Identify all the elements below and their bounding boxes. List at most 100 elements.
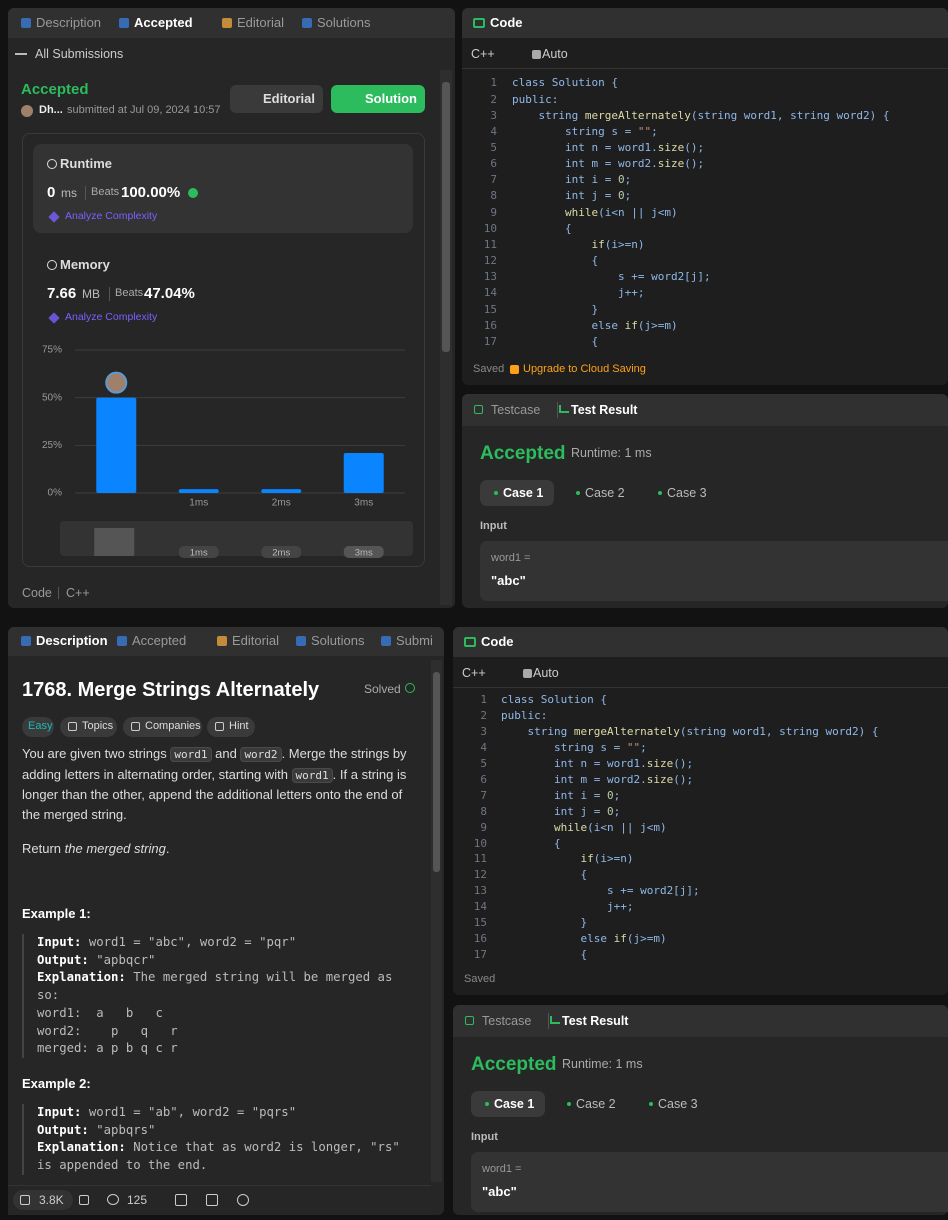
footer-tab: Code	[22, 585, 52, 600]
comment-count: 125	[127, 1192, 148, 1207]
tab-icon	[302, 18, 312, 28]
my-avatar	[105, 371, 128, 394]
back-link[interactable]: All Submissions	[35, 46, 124, 61]
example-text: word2: p q r	[37, 1023, 178, 1038]
icon	[474, 405, 483, 414]
solution-button[interactable]	[331, 85, 425, 113]
status: Accepted	[21, 81, 89, 98]
line-number: 4	[480, 741, 487, 755]
tab[interactable]: Accepted	[134, 15, 193, 31]
tab[interactable]: Solutions	[311, 633, 365, 649]
code-line: else if(j>=m)	[501, 931, 667, 945]
line-number: 2	[490, 92, 497, 106]
result-runtime: Runtime: 1 ms	[562, 1056, 643, 1071]
stat-unit: ms	[61, 185, 77, 200]
example-title: Example 2:	[22, 1076, 91, 1092]
tab[interactable]: Test Result	[571, 402, 638, 417]
like-icon	[20, 1195, 30, 1205]
code-line: class Solution {	[501, 693, 607, 707]
problem-title: 1768. Merge Strings Alternately	[22, 679, 320, 701]
case-tab[interactable]: Case 1	[503, 485, 544, 500]
bar	[261, 489, 302, 493]
solved-status: Solved	[364, 681, 401, 696]
line-number: 16	[483, 318, 497, 332]
stats-frame	[22, 133, 425, 567]
case-tab[interactable]: Case 2	[576, 1096, 616, 1111]
example-line: merged: a p b q c r	[37, 1040, 412, 1058]
tab[interactable]: Solutions	[317, 15, 371, 31]
case-tab[interactable]: Case 3	[658, 1096, 698, 1111]
star-icon[interactable]	[175, 1194, 187, 1206]
tab[interactable]: Editorial	[237, 15, 284, 31]
line-number: 13	[483, 270, 497, 284]
icon	[47, 260, 57, 270]
navigator-label: 2ms	[272, 548, 290, 559]
code-line: if(i>=n)	[591, 237, 645, 251]
tab[interactable]: Submi	[396, 633, 433, 649]
tab[interactable]: Description	[36, 633, 108, 649]
lock-icon	[532, 50, 541, 59]
tag[interactable]	[22, 717, 54, 737]
like-count: 3.8K	[39, 1192, 64, 1207]
mode: Auto	[533, 665, 559, 680]
tag[interactable]	[123, 717, 202, 737]
runtime-card	[33, 144, 413, 233]
tab[interactable]: Accepted	[132, 633, 187, 649]
text: Return	[22, 841, 65, 856]
tab[interactable]: Editorial	[232, 633, 279, 649]
help-icon[interactable]	[237, 1194, 249, 1206]
upgrade-link[interactable]: Upgrade to Cloud Saving	[523, 363, 646, 376]
input-var: word1 =	[491, 552, 531, 565]
result-status: Accepted	[480, 442, 566, 464]
code-line: int i = 0;	[501, 788, 621, 802]
pass-dot	[576, 491, 580, 495]
example-label: Output:	[37, 1122, 89, 1137]
text: the merged string	[64, 841, 166, 856]
example-title: Example 1:	[22, 906, 91, 922]
example-line: Output: "apbqcr"	[37, 952, 412, 970]
language-select[interactable]: C++	[471, 46, 495, 61]
code-line: string s = "";	[501, 741, 647, 755]
beats-label: Beats	[91, 186, 120, 199]
code-line: int m = word2.size();	[512, 157, 705, 171]
input-value: "abc"	[482, 1184, 517, 1200]
navigator-pill	[343, 546, 384, 558]
panel-header	[462, 8, 948, 38]
case-tab[interactable]: Case 3	[667, 485, 707, 500]
line-number: 14	[483, 286, 497, 300]
analyze-link[interactable]: Analyze Complexity	[65, 209, 158, 222]
input-label: Input	[471, 1131, 498, 1144]
bar	[343, 452, 384, 493]
case-tab-active[interactable]	[471, 1091, 545, 1117]
code-line: public:	[512, 92, 559, 106]
tab-icon	[296, 636, 306, 646]
code-panel	[462, 8, 948, 385]
navigator	[60, 521, 413, 556]
tab[interactable]: Description	[36, 15, 102, 31]
tab[interactable]: Test Result	[562, 1013, 629, 1028]
comment-icon	[107, 1194, 119, 1205]
line-number: 3	[490, 108, 497, 122]
case-tab[interactable]: Case 1	[494, 1096, 535, 1111]
editorial-button[interactable]	[230, 85, 323, 113]
language-select[interactable]: C++	[462, 665, 486, 680]
tab[interactable]: Testcase	[491, 402, 541, 417]
stat-title: Memory	[60, 257, 110, 273]
share-icon[interactable]	[206, 1194, 218, 1206]
tab[interactable]: Testcase	[482, 1013, 532, 1028]
case-tab[interactable]: Case 2	[585, 485, 625, 500]
line-number: 5	[490, 141, 497, 154]
code-panel	[453, 627, 948, 995]
tab-icon	[217, 636, 227, 646]
case-tab-active[interactable]	[480, 480, 554, 506]
tag-label: Topics	[82, 720, 114, 733]
tag-label: Hint	[229, 720, 249, 733]
analyze-link[interactable]: Analyze Complexity	[65, 310, 158, 323]
code-line: int j = 0;	[512, 189, 632, 203]
code-line: s += word2[j];	[501, 884, 700, 898]
button-label: Solution	[365, 91, 417, 107]
y-tick-label: 75%	[42, 345, 62, 356]
dislike-icon[interactable]	[79, 1195, 89, 1205]
example-text: "apbqrs"	[88, 1122, 156, 1137]
example-text: word1 = "abc", word2 = "pqr"	[81, 935, 297, 949]
